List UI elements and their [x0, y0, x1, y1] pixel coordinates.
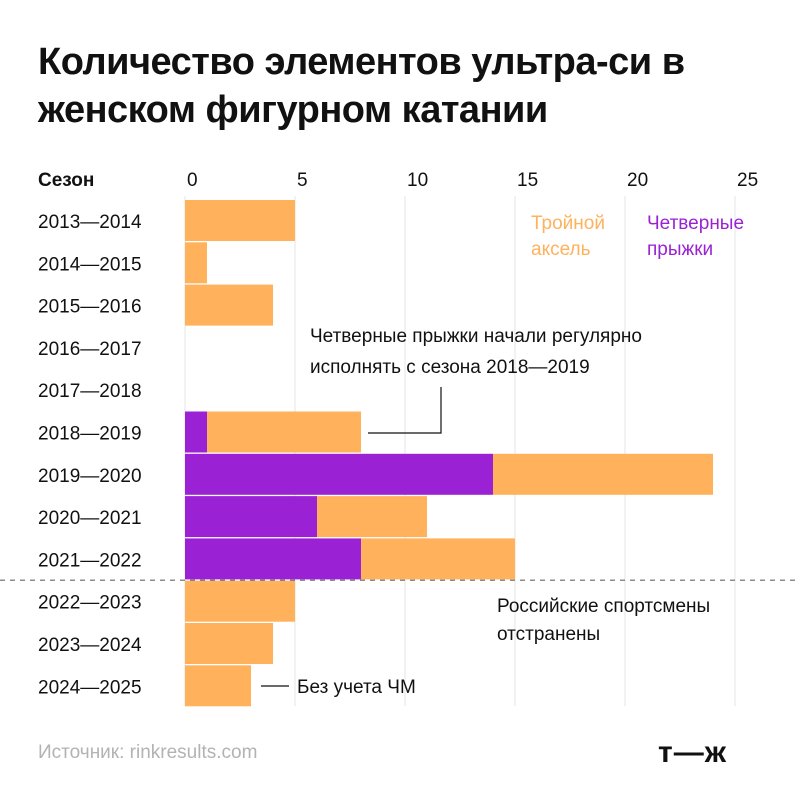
category-label: 2013—2014	[38, 212, 142, 233]
annotation-quads-start: Четверные прыжки начали регулярно исполн…	[310, 326, 647, 378]
category-label: 2020—2021	[38, 508, 142, 529]
annotation-quads-start-line-1: Четверные прыжки начали регулярно	[310, 326, 642, 347]
bar-axel	[185, 580, 295, 622]
category-labels: 2013—2014 2014—2015 2015—2016 2016—2017 2017…	[38, 212, 142, 698]
bar-axel	[493, 453, 713, 495]
legend-quad-line-1: Четверные	[647, 213, 744, 234]
annotations: Четверные прыжки начали регулярно исполн…	[261, 326, 715, 698]
bar-quad	[185, 538, 361, 580]
category-label: 2024—2025	[38, 677, 142, 698]
bar-axel	[361, 538, 515, 580]
annotation-no-worlds: Без учета ЧМ	[297, 677, 416, 698]
category-label: 2019—2020	[38, 466, 142, 487]
category-label: 2015—2016	[38, 297, 142, 318]
x-tick-label: 5	[297, 170, 308, 191]
bars	[185, 200, 713, 707]
legend: Тройной аксель Четверные прыжки	[531, 213, 749, 260]
x-axis-ticks: 0 5 10 15 20 25	[187, 170, 758, 191]
source-note: Источник: rinkresults.com	[38, 742, 258, 763]
x-tick-label: 20	[627, 170, 648, 191]
bar-axel	[185, 242, 207, 284]
bar-axel	[185, 200, 295, 241]
annotation-quads-start-leader	[368, 387, 442, 434]
publisher-logo: т—ж	[658, 736, 727, 769]
legend-quad: Четверные прыжки	[647, 213, 749, 260]
x-tick-label: 0	[187, 170, 198, 191]
bar-quad	[185, 411, 207, 453]
chart-title: Количество элементов ультра-си в женском…	[38, 41, 685, 131]
annotation-quads-start-line-2: исполнять с сезона 2018—2019	[310, 357, 590, 378]
bar-quad	[185, 496, 317, 538]
bar-axel	[185, 623, 273, 664]
legend-axel: Тройной аксель	[531, 213, 610, 260]
bar-quad	[185, 453, 493, 495]
legend-axel-line-2: аксель	[531, 239, 591, 260]
x-tick-label: 10	[407, 170, 428, 191]
category-label: 2021—2022	[38, 550, 142, 571]
category-label: 2022—2023	[38, 593, 142, 614]
category-label: 2014—2015	[38, 254, 142, 275]
category-label: 2016—2017	[38, 339, 142, 360]
bar-axel	[207, 411, 361, 453]
x-tick-label: 15	[517, 170, 538, 191]
category-label: 2023—2024	[38, 635, 142, 656]
annotation-suspended: Российские спортсмены отстранены	[497, 596, 715, 645]
legend-axel-line-1: Тройной	[531, 213, 605, 234]
bar-axel	[185, 284, 273, 326]
bar-axel	[185, 665, 251, 707]
bar-axel	[317, 496, 427, 538]
category-label: 2017—2018	[38, 381, 142, 402]
x-tick-label: 25	[737, 170, 758, 191]
season-header: Сезон	[38, 170, 94, 191]
annotation-suspended-line-2: отстранены	[497, 624, 600, 645]
category-label: 2018—2019	[38, 424, 142, 445]
annotation-suspended-line-1: Российские спортсмены	[497, 596, 710, 617]
legend-quad-line-2: прыжки	[647, 239, 713, 260]
